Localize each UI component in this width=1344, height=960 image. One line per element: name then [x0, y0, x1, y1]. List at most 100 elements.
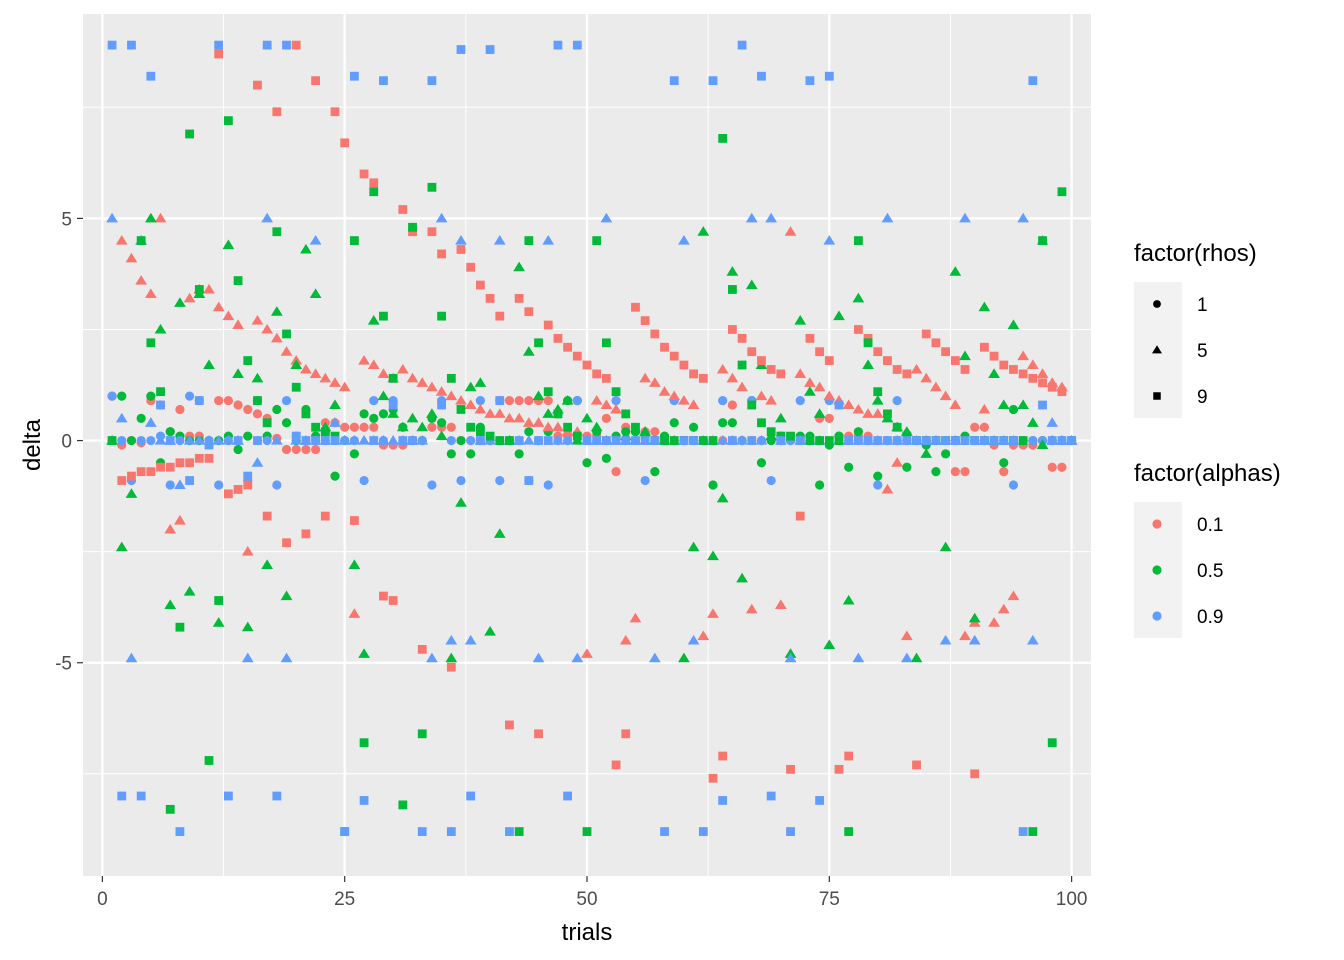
data-point — [115, 541, 128, 552]
data-point — [146, 435, 156, 446]
data-point — [844, 436, 854, 445]
data-point — [311, 76, 321, 86]
data-point — [359, 422, 369, 432]
data-point — [272, 480, 282, 490]
data-point — [1018, 369, 1028, 379]
data-point — [968, 634, 981, 645]
data-point — [805, 76, 815, 86]
data-point — [883, 436, 892, 445]
data-point — [621, 409, 631, 419]
data-point — [852, 403, 865, 414]
data-point — [406, 412, 419, 423]
data-point — [474, 403, 487, 414]
y-tick-label: 5 — [61, 209, 72, 230]
data-point — [736, 434, 748, 445]
data-point — [697, 630, 710, 641]
data-point — [611, 436, 621, 445]
data-point — [988, 368, 1000, 378]
data-point — [582, 458, 592, 468]
data-point — [844, 751, 854, 761]
data-point — [737, 333, 747, 343]
y-axis-title: delta — [19, 418, 46, 471]
data-point — [232, 368, 244, 378]
data-point — [678, 235, 690, 245]
data-point — [1007, 590, 1020, 601]
data-point — [745, 279, 758, 290]
data-point — [466, 449, 476, 459]
data-point — [1028, 373, 1038, 383]
data-point — [959, 630, 971, 641]
data-point — [466, 422, 476, 432]
data-point — [270, 306, 283, 316]
data-point — [455, 497, 467, 507]
data-point — [765, 394, 778, 405]
data-point — [561, 434, 574, 445]
x-tick-label: 0 — [97, 889, 108, 910]
data-point — [136, 435, 146, 446]
data-point — [349, 71, 359, 81]
data-point — [1017, 350, 1030, 361]
data-point — [396, 363, 409, 374]
data-point — [514, 449, 524, 459]
data-point — [493, 235, 506, 245]
x-axis-ticks: 0 25 50 75 100 — [97, 876, 1087, 910]
data-point — [629, 612, 642, 623]
data-point — [912, 760, 921, 770]
data-point — [522, 417, 535, 427]
data-point — [456, 245, 466, 254]
data-point — [204, 453, 214, 463]
data-point — [435, 430, 448, 441]
data-point — [522, 346, 535, 356]
data-point — [1017, 212, 1030, 223]
data-point — [776, 369, 786, 379]
y-axis-ticks: -5 0 5 — [55, 209, 83, 675]
data-point — [175, 458, 185, 468]
data-point — [755, 390, 768, 401]
data-point — [639, 372, 652, 383]
data-point — [757, 356, 766, 365]
data-point — [689, 422, 699, 432]
data-point — [136, 467, 146, 477]
data-point — [262, 418, 272, 428]
data-point — [678, 394, 690, 405]
legend-key-color — [1152, 565, 1162, 575]
data-point — [505, 827, 514, 836]
legends: factor(rhos) 1 5 9 factor(alphas) 0.1 0.5 0.9 — [1134, 240, 1281, 638]
data-point — [156, 462, 165, 472]
data-point — [377, 368, 390, 378]
data-point — [514, 395, 524, 406]
data-point — [241, 546, 254, 556]
data-point — [842, 399, 855, 410]
data-point — [183, 434, 196, 445]
data-point — [330, 431, 340, 441]
data-point — [795, 436, 805, 445]
data-point — [853, 427, 863, 437]
data-point — [698, 436, 708, 445]
data-point — [272, 791, 282, 801]
data-point — [446, 449, 456, 459]
data-point — [747, 400, 757, 410]
data-point — [960, 467, 970, 477]
data-point — [542, 421, 555, 432]
data-point — [1038, 378, 1047, 388]
data-point — [340, 422, 350, 432]
data-point — [891, 457, 904, 467]
data-point — [669, 76, 679, 86]
data-point — [1028, 827, 1038, 836]
data-point — [1047, 382, 1057, 392]
data-point — [745, 212, 758, 223]
data-point — [495, 436, 505, 445]
data-point — [931, 467, 941, 477]
data-point — [543, 395, 553, 406]
data-point — [650, 427, 660, 437]
data-point — [349, 236, 359, 246]
legend-key-color — [1152, 611, 1162, 621]
data-point — [1026, 359, 1039, 370]
data-point — [650, 467, 660, 477]
data-point — [968, 612, 981, 623]
data-point — [185, 476, 195, 485]
data-point — [552, 421, 564, 432]
data-point — [669, 351, 679, 361]
data-point — [388, 373, 398, 383]
